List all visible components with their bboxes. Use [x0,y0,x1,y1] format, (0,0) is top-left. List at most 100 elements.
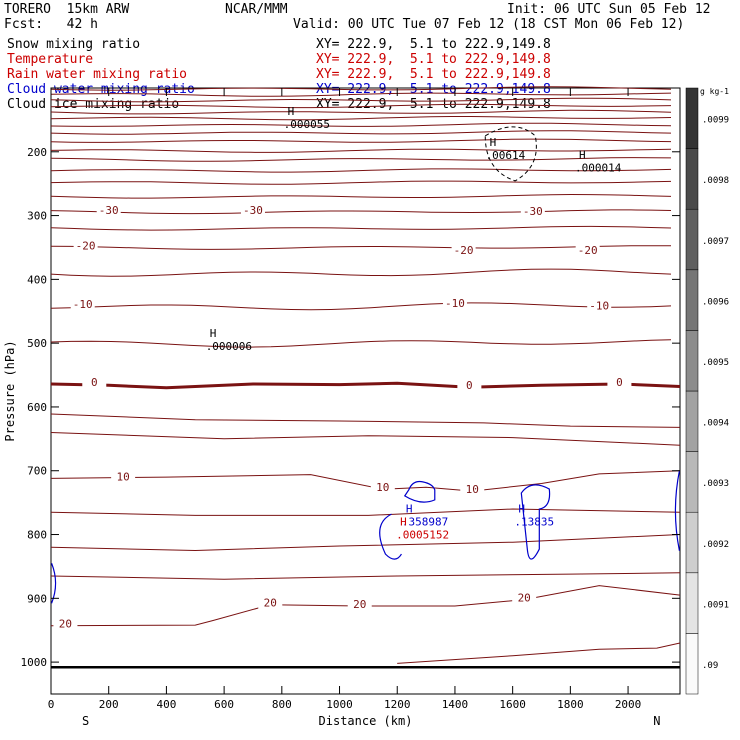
label-mask [53,617,78,630]
isotherm [50,109,672,115]
legend-field-4: Cloud ice mixing ratio [7,97,180,112]
temperature-labels: -30 -30 -30 -20 -20 -20 -10 -10 -10 0 0 0 10 10 10 20 20… [53,203,632,631]
label-mask [73,239,98,252]
maximum-marker: H [288,105,295,118]
temperature-contour-label: 10 [466,483,479,496]
label-mask [96,203,121,216]
x-tick-label: 2000 [615,698,642,711]
colorbar-label: .0092 [702,540,729,550]
label-mask [575,243,600,256]
isotherm [50,339,672,348]
y-tick-label: 800 [27,529,47,542]
cloud-ice-contour [484,126,537,182]
y-tick-label: 700 [27,465,47,478]
label-mask [587,299,612,312]
isotherm [50,302,672,311]
isotherm [50,116,672,121]
isotherm [50,103,672,109]
temperature-contour-label: 0 [616,376,623,389]
colorbar-label: .0093 [702,479,729,489]
temperature-contour-label: 20 [264,597,277,610]
colorbar-segment [685,511,699,574]
colorbar-label: .09 [702,661,718,671]
x-tick-label: 800 [272,698,292,711]
plot-frame [50,87,681,695]
legend-field-2: Rain water mixing ratio [7,67,188,82]
x-tick-label: 1000 [326,698,353,711]
colorbar-segment [685,87,699,149]
colorbar-segment [685,572,699,634]
temperature-contour-label: 20 [353,598,366,611]
temperature-contour-label: -30 [523,205,543,218]
colorbar-segment [685,633,699,695]
legend-field-0: Snow mixing ratio [7,37,141,52]
label-mask [451,243,476,256]
maximum-marker: H [406,503,413,516]
temperature-contour-label: -30 [99,204,119,217]
isotherm [50,470,681,492]
label-mask [70,298,95,311]
temperature-contour-label: -10 [589,299,609,312]
cloud-water-contour [520,484,551,560]
isotherm [50,508,681,516]
temperature-contour-label: -20 [454,244,474,257]
y-tick-label: 300 [27,210,47,223]
maximum-marker: H [518,503,525,516]
colorbar-segment [685,330,699,392]
label-mask [460,483,485,496]
model-label: TORERO 15km ARW [4,2,130,17]
maximum-value: .000014 [575,162,622,175]
maximum-value: .000055 [284,118,330,131]
label-mask [370,481,395,494]
maximum-value: .000006 [206,340,252,353]
temperature-contour-label: 0 [91,376,98,389]
isotherm [50,432,681,446]
x-tick-label: 1400 [442,698,469,711]
label-mask [520,205,545,218]
colorbar-segment [685,148,699,210]
x-tick-label: 400 [156,698,176,711]
isotherm [50,245,672,250]
cloud-water-contour [674,470,681,551]
isotherm [50,138,672,143]
center-label: NCAR/MMM [225,2,288,17]
north-label: N [653,714,660,728]
cloud-water-contour [379,513,402,560]
isotherm [50,413,681,428]
isotherm [50,130,672,135]
colorbar-label: .0094 [702,419,729,429]
maximum-value: .00614 [486,149,526,162]
temperature-contour-label: 0 [466,379,473,392]
maximum-value: .358987 [402,516,448,529]
cloud-water-contours [51,470,681,604]
temperature-contour-label: -20 [76,239,96,252]
x-tick-label: 200 [99,698,119,711]
y-tick-label: 500 [27,337,47,350]
colorbar-unit: g kg-1 [700,87,729,96]
maximum-marker: H [490,136,497,149]
temperature-contour-label: 10 [376,481,389,494]
freezing-isotherm [50,381,681,390]
maximum-value: .0005152 [396,528,449,541]
init-time: Init: 06 UTC Sun 05 Feb 12 [507,2,711,17]
y-tick-label: 600 [27,401,47,414]
colorbar: .09 .0091 .0092 .0093 .0094 .0095 .0096 .0097 .0… [685,87,729,695]
maximum-marker: H [400,515,407,528]
y-axis-title: Pressure (hPa) [3,340,17,441]
isotherm [397,642,681,664]
isotherm [50,193,672,199]
isotherm [50,180,672,185]
colorbar-label: .0096 [702,297,729,307]
y-tick-label: 200 [27,146,47,159]
legend-xy-0: XY= 222.9, 5.1 to 222.9,149.8 [316,37,551,52]
legend-xy-1: XY= 222.9, 5.1 to 222.9,149.8 [316,52,551,67]
colorbar-label: .0095 [702,358,729,368]
label-mask [607,375,632,388]
isotherm [50,157,672,162]
isotherm [50,168,672,173]
label-mask [512,591,537,604]
temperature-contour-label: -10 [445,297,465,310]
legend-xy-2: XY= 222.9, 5.1 to 222.9,149.8 [316,67,551,82]
y-tick-label: 900 [27,592,47,605]
temperature-contour-label: 10 [117,470,130,483]
